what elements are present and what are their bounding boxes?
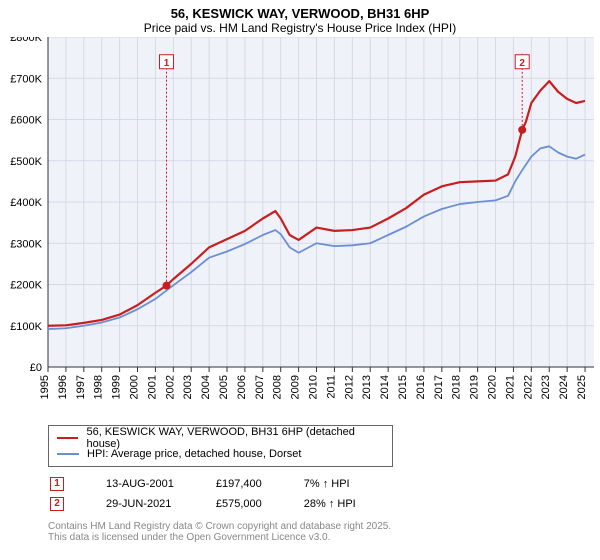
marker-date: 13-AUG-2001 [106, 475, 214, 493]
x-tick-label: 1997 [75, 375, 87, 399]
legend-label-2: HPI: Average price, detached house, Dors… [87, 448, 301, 460]
marker-row: 2 29-JUN-2021£575,00028% ↑ HPI [50, 495, 396, 513]
marker-dot [163, 282, 171, 290]
x-tick-label: 2006 [236, 375, 248, 399]
chart-svg: £0 £100K £200K £300K £400K £500K £600K £700K £80… [0, 37, 600, 419]
marker-label-text: 2 [519, 58, 525, 69]
chart-subtitle: Price paid vs. HM Land Registry's House … [0, 21, 600, 35]
y-tick-label: £0 [30, 362, 42, 374]
x-tick-label: 2003 [182, 375, 194, 399]
x-tick-label: 2005 [218, 375, 230, 399]
marker-dot [518, 126, 526, 134]
x-tick-label: 2001 [146, 375, 158, 399]
x-tick-label: 2010 [308, 375, 320, 399]
x-tick-label: 2013 [361, 375, 373, 399]
x-tick-label: 2012 [343, 375, 355, 399]
x-tick-label: 2020 [487, 375, 499, 399]
marker-table: 1 13-AUG-2001£197,4007% ↑ HPI 2 29-JUN-2021… [48, 473, 398, 515]
marker-id-box: 2 [50, 497, 64, 511]
marker-price: £575,000 [216, 495, 302, 513]
x-tick-label: 2024 [558, 375, 570, 399]
marker-row: 1 13-AUG-2001£197,4007% ↑ HPI [50, 475, 396, 493]
legend-swatch-2 [57, 453, 79, 456]
y-tick-label: £100K [10, 321, 42, 333]
legend-swatch-1 [57, 437, 78, 440]
y-tick-label: £300K [10, 238, 42, 250]
attribution-line-1: Contains HM Land Registry data © Crown c… [48, 521, 600, 532]
x-tick-label: 1996 [57, 375, 69, 399]
x-tick-label: 2019 [469, 375, 481, 399]
marker-pct: 28% ↑ HPI [304, 495, 396, 513]
attribution-line-2: This data is licensed under the Open Gov… [48, 532, 600, 543]
y-tick-label: £700K [10, 73, 42, 85]
marker-price: £197,400 [216, 475, 302, 493]
x-tick-label: 2022 [522, 375, 534, 399]
y-tick-label: £500K [10, 156, 42, 168]
attribution: Contains HM Land Registry data © Crown c… [48, 521, 600, 543]
x-tick-label: 1999 [111, 375, 123, 399]
x-tick-label: 2018 [451, 375, 463, 399]
title-block: 56, KESWICK WAY, VERWOOD, BH31 6HP Price… [0, 0, 600, 37]
chart-container: 56, KESWICK WAY, VERWOOD, BH31 6HP Price… [0, 0, 600, 560]
x-tick-label: 2017 [433, 375, 445, 399]
chart-title: 56, KESWICK WAY, VERWOOD, BH31 6HP [0, 6, 600, 21]
marker-pct: 7% ↑ HPI [304, 475, 396, 493]
x-tick-label: 1995 [39, 375, 51, 399]
x-tick-label: 2004 [200, 375, 212, 399]
x-tick-label: 2007 [254, 375, 266, 399]
x-tick-label: 1998 [93, 375, 105, 399]
x-tick-label: 2023 [540, 375, 552, 399]
legend-box: 56, KESWICK WAY, VERWOOD, BH31 6HP (deta… [48, 425, 393, 467]
x-tick-label: 2002 [164, 375, 176, 399]
legend-label-1: 56, KESWICK WAY, VERWOOD, BH31 6HP (deta… [86, 426, 384, 450]
x-tick-label: 2000 [129, 375, 141, 399]
x-tick-label: 2009 [290, 375, 302, 399]
x-tick-label: 2016 [415, 375, 427, 399]
marker-id-box: 1 [50, 477, 64, 491]
y-tick-label: £200K [10, 280, 42, 292]
x-tick-label: 2025 [576, 375, 588, 399]
x-tick-label: 2008 [272, 375, 284, 399]
marker-date: 29-JUN-2021 [106, 495, 214, 513]
chart-area: £0 £100K £200K £300K £400K £500K £600K £700K £80… [0, 37, 600, 419]
y-tick-label: £800K [10, 37, 42, 44]
x-tick-label: 2014 [379, 375, 391, 399]
x-tick-label: 2011 [325, 375, 337, 399]
marker-label-text: 1 [164, 58, 170, 69]
x-tick-label: 2015 [397, 375, 409, 399]
y-tick-label: £400K [10, 197, 42, 209]
x-tick-label: 2021 [504, 375, 516, 399]
y-tick-label: £600K [10, 115, 42, 127]
legend-row-1: 56, KESWICK WAY, VERWOOD, BH31 6HP (deta… [57, 430, 384, 446]
